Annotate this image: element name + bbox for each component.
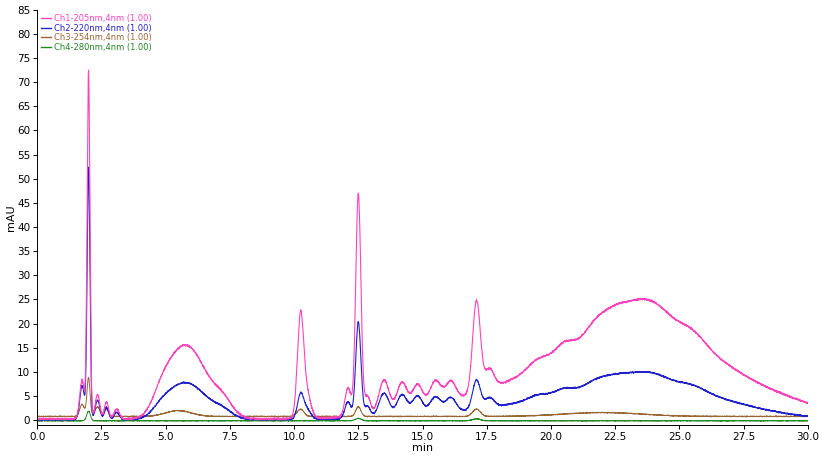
Legend: Ch1-205nm,4nm (1.00), Ch2-220nm,4nm (1.00), Ch3-254nm,4nm (1.00), Ch4-280nm,4nm : Ch1-205nm,4nm (1.00), Ch2-220nm,4nm (1.0… [40, 12, 153, 54]
X-axis label: min: min [412, 443, 433, 453]
Y-axis label: mAU: mAU [6, 204, 16, 230]
